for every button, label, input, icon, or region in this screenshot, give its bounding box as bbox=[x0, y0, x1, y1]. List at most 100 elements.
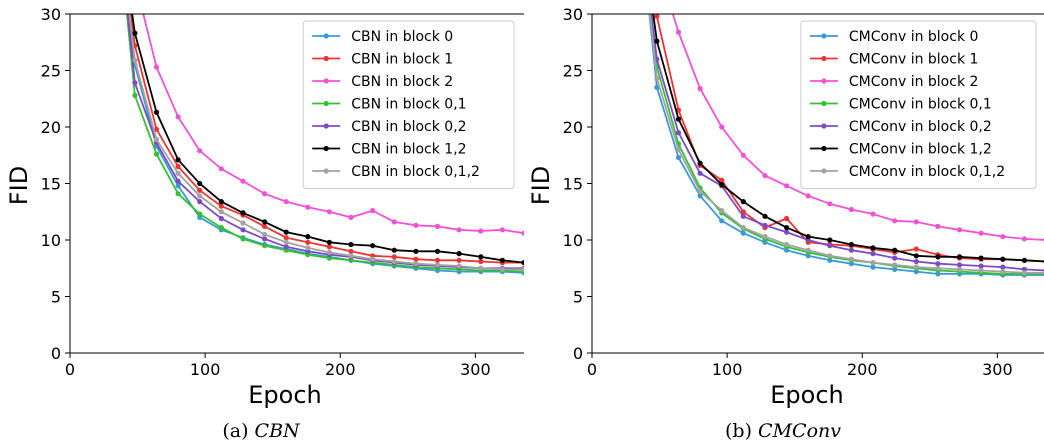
data-point bbox=[827, 237, 833, 243]
data-point bbox=[848, 241, 854, 248]
data-point bbox=[456, 263, 462, 269]
y-tick-label: 10 bbox=[41, 231, 61, 250]
data-point bbox=[262, 243, 268, 249]
data-point bbox=[499, 266, 505, 272]
legend-box bbox=[800, 20, 1037, 189]
data-point bbox=[153, 126, 160, 132]
data-point bbox=[262, 223, 268, 229]
caption-title: CMConv bbox=[758, 420, 841, 442]
data-point bbox=[499, 227, 505, 233]
data-point bbox=[719, 208, 725, 214]
data-point bbox=[740, 152, 746, 158]
caption-label: (b) bbox=[725, 420, 752, 442]
data-point bbox=[870, 251, 876, 257]
data-point bbox=[935, 261, 941, 267]
data-point bbox=[654, 84, 660, 90]
series-line bbox=[649, 14, 1044, 274]
data-point bbox=[434, 223, 441, 229]
series-line bbox=[128, 14, 524, 274]
data-point bbox=[675, 29, 682, 35]
data-point bbox=[218, 225, 224, 231]
data-point bbox=[348, 253, 354, 259]
data-point bbox=[1000, 256, 1006, 262]
plot-area bbox=[126, 14, 524, 276]
data-point bbox=[892, 247, 898, 253]
data-point bbox=[719, 182, 725, 188]
data-point bbox=[978, 267, 984, 274]
data-point bbox=[913, 264, 919, 270]
data-point bbox=[654, 14, 660, 19]
legend-label: CBN in block 1 bbox=[351, 52, 453, 68]
legend-label: CMConv in block 0,1,2 bbox=[849, 164, 1005, 180]
data-point bbox=[132, 57, 138, 63]
series-line bbox=[649, 14, 1044, 275]
data-point bbox=[391, 247, 397, 253]
data-point bbox=[719, 218, 725, 224]
data-point bbox=[521, 260, 524, 266]
data-point bbox=[762, 222, 768, 228]
chart-panel-cbn: 0 5 10 15 20 25 30 0 100 200 300 Epoch FID CBN in blo… bbox=[0, 5, 524, 442]
legend-swatch-marker bbox=[821, 168, 827, 174]
data-point bbox=[348, 248, 354, 254]
data-point bbox=[283, 235, 289, 241]
caption-label: (a) bbox=[222, 420, 249, 442]
y-tick-label: 10 bbox=[563, 231, 583, 250]
data-point bbox=[240, 210, 246, 216]
x-axis-label: Epoch bbox=[770, 381, 844, 409]
legend-swatch-marker bbox=[821, 55, 827, 62]
legend-swatch-marker bbox=[821, 33, 827, 39]
legend-label: CMConv in block 2 bbox=[849, 74, 979, 90]
data-point bbox=[370, 256, 376, 262]
y-tick-label: 25 bbox=[41, 62, 61, 81]
data-point bbox=[956, 262, 963, 268]
series-line bbox=[142, 14, 524, 235]
x-tick-label: 200 bbox=[847, 360, 878, 379]
legend-swatch-marker bbox=[821, 100, 827, 107]
legend-label: CBN in block 0,1 bbox=[351, 97, 466, 113]
data-point bbox=[413, 222, 419, 228]
data-point bbox=[262, 219, 268, 225]
y-tick-label: 15 bbox=[41, 175, 61, 194]
data-point bbox=[434, 262, 441, 268]
data-point bbox=[956, 254, 963, 260]
y-tick-label: 5 bbox=[573, 288, 583, 307]
data-point bbox=[218, 209, 224, 215]
data-point bbox=[175, 191, 181, 197]
caption-cbn: (a) CBN bbox=[0, 420, 522, 442]
series-line bbox=[650, 14, 1044, 272]
data-point bbox=[913, 258, 919, 265]
data-point bbox=[740, 230, 746, 236]
data-point bbox=[175, 114, 181, 120]
data-point bbox=[197, 187, 203, 193]
legend-label: CMConv in block 1 bbox=[849, 52, 979, 68]
data-point bbox=[784, 241, 790, 248]
data-point bbox=[1021, 257, 1027, 263]
data-point bbox=[956, 227, 963, 233]
data-point bbox=[740, 213, 746, 219]
data-point bbox=[305, 204, 311, 210]
data-point bbox=[675, 116, 682, 122]
data-point bbox=[348, 214, 354, 220]
data-point bbox=[456, 251, 462, 257]
data-point bbox=[218, 166, 224, 172]
data-point bbox=[283, 239, 289, 245]
series-line bbox=[671, 14, 1044, 241]
data-point bbox=[413, 256, 419, 262]
data-point bbox=[654, 38, 660, 44]
data-point bbox=[478, 265, 484, 271]
data-point bbox=[805, 234, 811, 240]
data-point bbox=[370, 208, 376, 214]
data-point bbox=[197, 211, 203, 217]
data-point bbox=[521, 230, 524, 236]
data-point bbox=[305, 234, 311, 240]
y-tick-label: 20 bbox=[41, 118, 61, 137]
data-point bbox=[218, 203, 224, 209]
data-point bbox=[391, 254, 397, 260]
series-line bbox=[652, 14, 1044, 263]
legend-label: CMConv in block 1,2 bbox=[849, 142, 992, 158]
data-point bbox=[697, 160, 703, 166]
data-point bbox=[870, 211, 876, 217]
data-point bbox=[892, 255, 898, 261]
data-point bbox=[762, 173, 768, 179]
